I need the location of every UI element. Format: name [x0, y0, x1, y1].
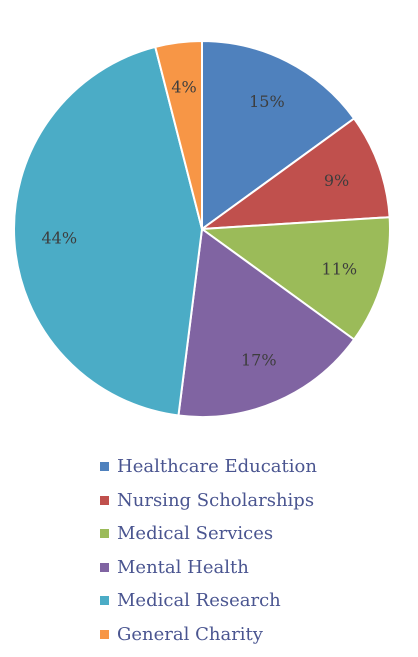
legend-item-medical-services: Medical Services — [100, 517, 400, 551]
pie-slice-nursing-scholarships — [201, 117, 391, 230]
data-label-medical-services: 11% — [322, 259, 358, 278]
data-label-healthcare-education: 15% — [249, 92, 285, 111]
pie-slice-medical-services — [201, 216, 391, 341]
data-label-medical-research: 44% — [41, 228, 77, 247]
legend-item-medical-research: Medical Research — [100, 584, 400, 618]
data-label-nursing-scholarships: 9% — [324, 171, 349, 190]
legend-item-general-charity: General Charity — [100, 618, 400, 652]
pie-chart-svg: 15% 9% 11% 17% 44% 4% — [13, 40, 391, 418]
legend-label-healthcare-education: Healthcare Education — [117, 456, 317, 478]
pie-slice-mental-health — [177, 228, 356, 418]
pie-slice-medical-research — [13, 45, 203, 417]
legend-label-mental-health: Mental Health — [117, 556, 249, 578]
legend-swatch-medical-research — [100, 596, 109, 606]
pie-slice-general-charity — [154, 40, 203, 230]
legend: Healthcare Education Nursing Scholarship… — [100, 450, 400, 651]
legend-item-nursing-scholarships: Nursing Scholarships — [100, 484, 400, 518]
legend-swatch-healthcare-education — [100, 462, 109, 472]
legend-label-general-charity: General Charity — [117, 623, 263, 645]
data-label-mental-health: 17% — [241, 351, 277, 370]
legend-swatch-general-charity — [100, 629, 109, 639]
pie-chart: 15% 9% 11% 17% 44% 4% — [13, 40, 391, 418]
legend-label-nursing-scholarships: Nursing Scholarships — [117, 489, 315, 511]
legend-label-medical-research: Medical Research — [117, 590, 281, 612]
pie-slice-healthcare-education — [201, 40, 356, 230]
legend-swatch-nursing-scholarships — [100, 495, 109, 505]
legend-item-healthcare-education: Healthcare Education — [100, 450, 400, 484]
data-label-general-charity: 4% — [171, 78, 196, 97]
legend-label-medical-services: Medical Services — [117, 523, 274, 545]
legend-swatch-mental-health — [100, 562, 109, 572]
legend-swatch-medical-services — [100, 529, 109, 539]
legend-item-mental-health: Mental Health — [100, 551, 400, 585]
